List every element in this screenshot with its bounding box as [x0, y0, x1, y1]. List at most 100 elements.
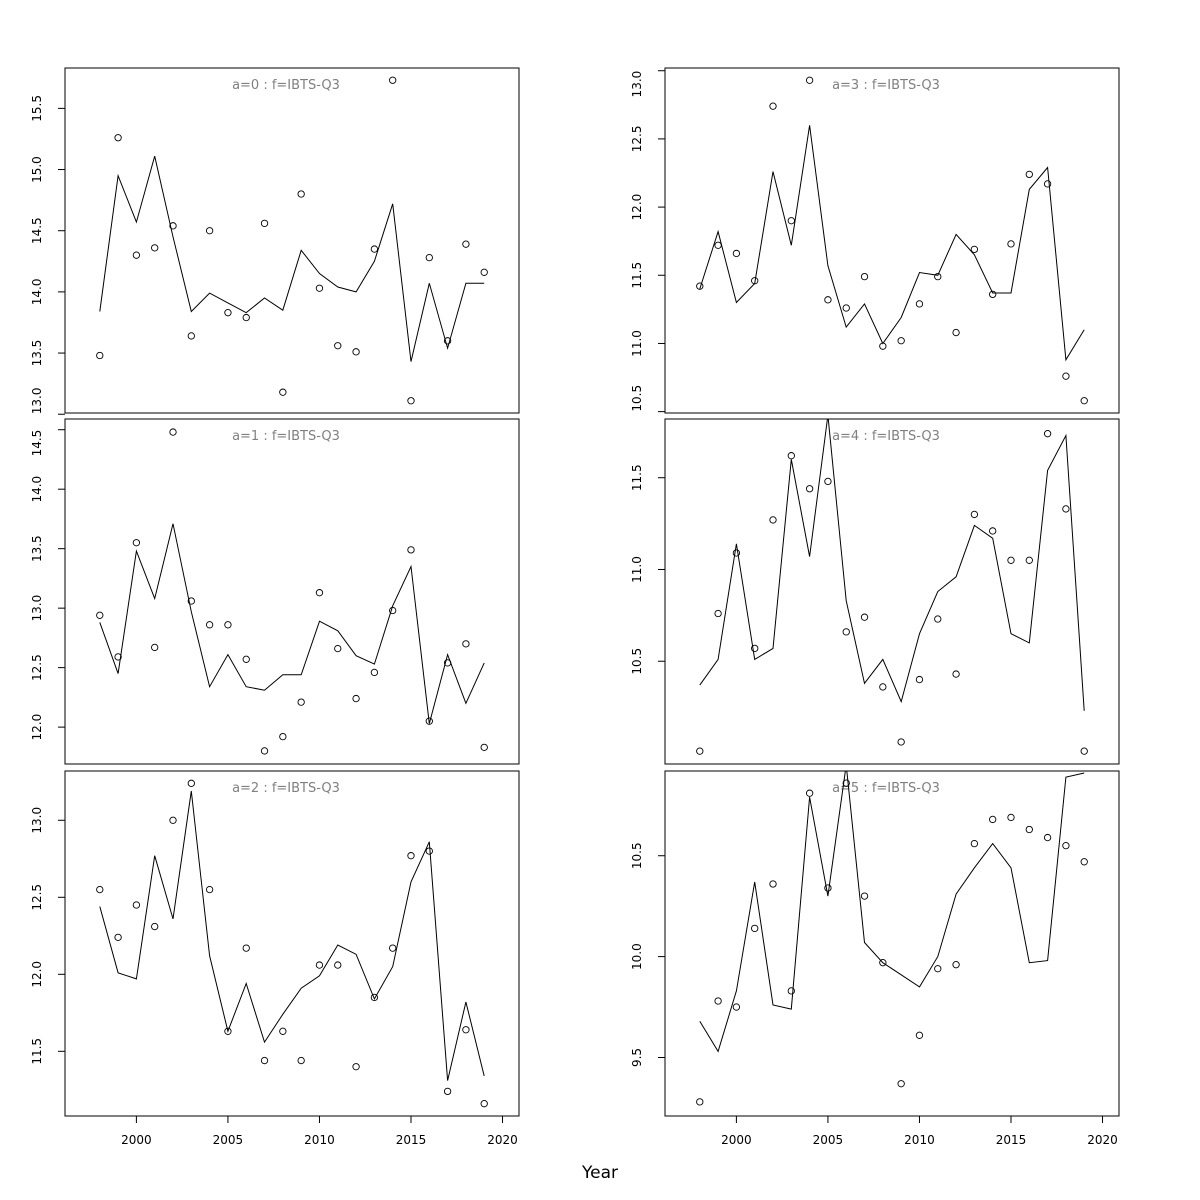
observed-point [315, 961, 324, 969]
observed-point [714, 241, 722, 249]
y-tick-label: 14.5 [30, 430, 44, 457]
observed-point [1080, 397, 1088, 405]
fitted-line [699, 419, 1085, 711]
observed-point [1025, 556, 1033, 564]
observed-point [260, 219, 269, 228]
observed-point [352, 694, 360, 703]
x-tick-label: 2015 [996, 1133, 1027, 1147]
y-tick-label: 12.5 [630, 126, 644, 153]
y-tick-label: 10.5 [630, 842, 644, 869]
observed-point [132, 539, 141, 547]
observed-point [279, 732, 287, 741]
observed-point [462, 640, 470, 648]
x-tick-label: 2005 [813, 1133, 844, 1147]
y-tick-label: 12.0 [30, 961, 44, 988]
observed-point [934, 615, 942, 623]
observed-point [787, 987, 795, 995]
panel-title: a=1 : f=IBTS-Q3 [232, 429, 340, 444]
observed-point [315, 589, 324, 597]
observed-point [842, 779, 850, 787]
observed-point [970, 245, 979, 254]
observed-point [151, 643, 159, 652]
observed-point [934, 272, 942, 281]
observed-point [897, 1080, 905, 1088]
panel-frame [64, 418, 520, 765]
plot-area [99, 155, 485, 362]
observed-point [425, 253, 433, 262]
observed-point [462, 240, 470, 248]
observed-point [970, 510, 979, 519]
observed-point [260, 1056, 269, 1065]
observed-point [205, 227, 214, 235]
observed-point [352, 1063, 360, 1071]
observed-point [897, 337, 905, 345]
observed-point [407, 852, 415, 860]
x-tick-label: 2005 [213, 1133, 244, 1147]
observed-point [1007, 556, 1015, 564]
observed-point [842, 304, 850, 312]
x-tick-label: 2020 [487, 1133, 518, 1147]
panel-title: a=2 : f=IBTS-Q3 [232, 781, 340, 796]
observed-point [169, 428, 177, 436]
observed-point [696, 1098, 704, 1106]
observed-point [1007, 240, 1015, 248]
observed-point [860, 613, 869, 621]
observed-point [769, 880, 777, 888]
panel-frame [664, 67, 1120, 414]
observed-point [169, 816, 177, 824]
x-tick-label: 2000 [721, 1133, 752, 1147]
observed-point [879, 683, 887, 691]
observed-point [952, 670, 960, 678]
panel-frame [664, 418, 1120, 765]
observed-point [1062, 372, 1070, 380]
observed-point [334, 644, 342, 653]
y-tick-label: 13.0 [30, 595, 44, 622]
x-tick-label: 2015 [396, 1133, 427, 1147]
observed-point [370, 245, 379, 253]
observed-point [1043, 180, 1052, 188]
y-tick-label: 12.0 [630, 194, 644, 221]
observed-point [1043, 430, 1052, 438]
observed-point [769, 516, 777, 524]
observed-point [824, 296, 832, 304]
observed-point [1025, 170, 1033, 179]
observed-point [462, 1026, 470, 1034]
observed-point [480, 1100, 488, 1108]
observed-point [96, 611, 104, 619]
plot-area [699, 771, 1085, 1053]
observed-point [879, 959, 887, 967]
observed-point [769, 102, 777, 110]
panel-title: a=0 : f=IBTS-Q3 [232, 78, 340, 93]
observed-point [334, 342, 342, 350]
panel-title: a=5 : f=IBTS-Q3 [832, 781, 940, 796]
observed-point [915, 300, 924, 308]
y-tick-label: 10.5 [630, 385, 644, 412]
observed-point [187, 332, 195, 340]
y-tick-label: 13.0 [30, 807, 44, 834]
observed-point [989, 815, 997, 824]
observed-point [132, 901, 141, 909]
observed-point [696, 282, 704, 290]
observed-point [352, 348, 360, 356]
observed-point [952, 328, 960, 337]
y-tick-label: 11.0 [630, 330, 644, 357]
observed-point [187, 597, 195, 605]
plot-area [99, 790, 485, 1081]
y-tick-label: 12.5 [30, 884, 44, 911]
observed-point [187, 779, 195, 787]
observed-point [934, 965, 942, 973]
observed-point [205, 885, 214, 894]
panel-a2: a=2 : f=IBTS-Q3 11.5 12.0 12.5 13.0 2000 2005 2… [30, 770, 520, 1147]
observed-point [315, 284, 324, 292]
x-tick-label: 2020 [1087, 1133, 1118, 1147]
observed-point [242, 313, 250, 322]
observed-point [407, 397, 415, 405]
observed-point [1025, 825, 1033, 834]
observed-point [805, 76, 814, 84]
observed-point [96, 885, 104, 894]
plot-area [99, 523, 485, 724]
observed-point [732, 249, 741, 258]
observed-point [407, 546, 415, 554]
observed-point [389, 606, 397, 615]
panel-a5: a=5 : f=IBTS-Q3 9.5 10.0 10.5 2000 2005 2010 20… [630, 770, 1120, 1147]
